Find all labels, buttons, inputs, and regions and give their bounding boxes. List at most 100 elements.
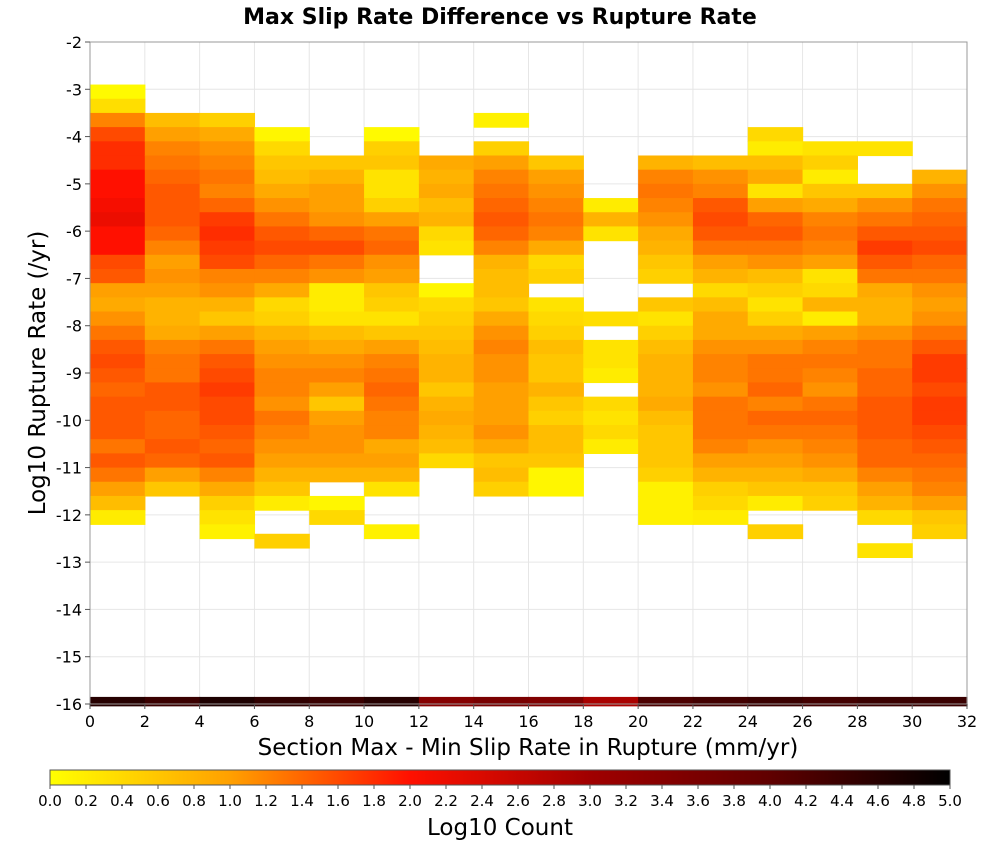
heatmap-cell xyxy=(309,382,365,398)
heatmap-cell xyxy=(418,297,475,313)
colorbar-tick-label: 1.8 xyxy=(362,792,386,810)
colorbar-label: Log10 Count xyxy=(427,815,573,841)
heatmap-cell xyxy=(802,212,858,228)
heatmap-cell xyxy=(802,439,858,454)
heatmap-cell xyxy=(528,268,584,284)
heatmap-cell xyxy=(309,339,365,355)
heatmap-cell xyxy=(254,169,310,185)
heatmap-cell xyxy=(802,410,858,426)
heatmap-cell xyxy=(418,283,475,298)
heatmap-cell xyxy=(418,453,475,469)
heatmap-cell xyxy=(802,169,858,185)
heatmap-cell xyxy=(364,410,420,426)
x-tick-label: 4 xyxy=(195,712,205,731)
heatmap-cell xyxy=(90,98,146,114)
heatmap-cell xyxy=(912,396,968,412)
heatmap-cell xyxy=(199,169,256,185)
heatmap-cell xyxy=(473,254,530,270)
heatmap-cell xyxy=(802,226,858,242)
heatmap-cell xyxy=(638,155,694,171)
heatmap-cell xyxy=(528,439,584,454)
heatmap-cell xyxy=(692,169,749,185)
heatmap-cell xyxy=(692,226,749,242)
heatmap-cell xyxy=(638,368,694,384)
heatmap-cell xyxy=(857,240,913,256)
heatmap-cell xyxy=(857,382,913,398)
heatmap-cell xyxy=(254,382,310,398)
x-tick-label: 20 xyxy=(628,712,648,731)
heatmap-cell xyxy=(802,453,858,469)
y-tick-label: -7 xyxy=(66,269,82,288)
heatmap-cell xyxy=(144,112,201,128)
heatmap-cell-bottom xyxy=(254,696,310,707)
heatmap-cells xyxy=(90,84,968,707)
y-tick-label: -6 xyxy=(66,222,82,241)
heatmap-cell xyxy=(692,467,749,483)
heatmap-cell xyxy=(912,453,968,469)
x-tick-label: 28 xyxy=(847,712,867,731)
heatmap-cell xyxy=(309,495,365,511)
heatmap-cell xyxy=(747,268,804,284)
heatmap-cell xyxy=(144,268,201,284)
heatmap-cell xyxy=(857,453,913,469)
heatmap-cell xyxy=(638,467,694,483)
heatmap-cell xyxy=(747,155,804,171)
heatmap-cell xyxy=(528,198,584,213)
heatmap-cell xyxy=(912,524,968,540)
x-tick-label: 30 xyxy=(902,712,922,731)
heatmap-cell xyxy=(254,240,310,256)
x-tick-label: 24 xyxy=(738,712,758,731)
heatmap-cell xyxy=(528,169,584,185)
heatmap-cell xyxy=(364,127,420,142)
heatmap-cell xyxy=(144,410,201,426)
heatmap-cell xyxy=(144,311,201,327)
heatmap-cell xyxy=(473,183,530,199)
heatmap-cell xyxy=(747,325,804,341)
heatmap-cell xyxy=(857,368,913,384)
heatmap-cell xyxy=(144,382,201,398)
heatmap-cell xyxy=(857,283,913,298)
heatmap-cell xyxy=(418,396,475,412)
heatmap-cell xyxy=(638,339,694,355)
heatmap-cell xyxy=(583,396,639,412)
heatmap-cell xyxy=(254,425,310,440)
heatmap-cell xyxy=(364,311,420,327)
heatmap-cell xyxy=(364,141,420,157)
heatmap-cell xyxy=(254,354,310,369)
heatmap-cell xyxy=(692,495,749,511)
heatmap-cell xyxy=(254,155,310,171)
heatmap-cell xyxy=(747,198,804,213)
heatmap-cell xyxy=(528,254,584,270)
heatmap-cell xyxy=(857,410,913,426)
heatmap-cell xyxy=(912,354,968,369)
heatmap-cell xyxy=(418,354,475,369)
colorbar-tick-label: 3.0 xyxy=(578,792,602,810)
heatmap-cell xyxy=(199,410,256,426)
x-tick-label: 10 xyxy=(354,712,374,731)
heatmap-cell xyxy=(144,198,201,213)
heatmap-cell xyxy=(199,112,256,128)
heatmap-cell-bottom xyxy=(802,696,858,707)
heatmap-cell-bottom xyxy=(912,696,968,707)
heatmap-cell xyxy=(802,481,858,497)
heatmap-cell xyxy=(473,467,530,483)
heatmap-cell xyxy=(912,495,968,511)
heatmap-cell xyxy=(199,141,256,157)
heatmap-cell xyxy=(528,226,584,242)
heatmap-cell xyxy=(90,481,146,497)
heatmap-cell xyxy=(254,481,310,497)
y-axis-ticks: -2 -3 -4 -5 -6 -7 -8 -9 -10 -11 -12 -13 -14 -15 -16 xyxy=(56,33,90,714)
heatmap-cell xyxy=(747,169,804,185)
heatmap-cell xyxy=(199,354,256,369)
heatmap-cell xyxy=(692,297,749,313)
heatmap-cell xyxy=(418,382,475,398)
heatmap-cell xyxy=(309,439,365,454)
heatmap-cell xyxy=(912,311,968,327)
heatmap-cell xyxy=(638,183,694,199)
heatmap-cell xyxy=(528,425,584,440)
y-tick-label: -8 xyxy=(66,317,82,336)
x-tick-label: 32 xyxy=(957,712,977,731)
heatmap-cell xyxy=(638,382,694,398)
heatmap-cell xyxy=(309,198,365,213)
